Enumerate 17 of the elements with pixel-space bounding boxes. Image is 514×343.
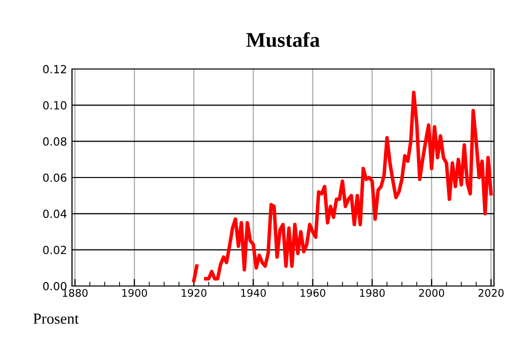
y-tick-label: 0.02: [43, 246, 66, 254]
x-tick-label: 1920: [182, 288, 206, 297]
y-tick-label: 0.10: [43, 101, 66, 110]
x-tick-label: 1900: [122, 288, 147, 297]
x-tick-label: 1980: [360, 288, 385, 297]
x-tick-label: 2020: [478, 288, 504, 297]
x-tick-label: 2000: [419, 288, 444, 297]
y-tick-label: 0.12: [43, 64, 66, 74]
y-tick-label: 0.08: [43, 137, 66, 146]
x-tick-label: 1880: [62, 288, 88, 297]
y-tick-label: 0.06: [43, 173, 66, 182]
text: Prosent: [33, 314, 79, 324]
chart-title: Mustafa: [246, 32, 320, 48]
x-tick-label: 1940: [241, 288, 266, 297]
y-tick-label: 0.04: [43, 210, 67, 218]
y-tick-label: 0.00: [43, 282, 66, 290]
x-tick-label: 1960: [300, 288, 326, 297]
